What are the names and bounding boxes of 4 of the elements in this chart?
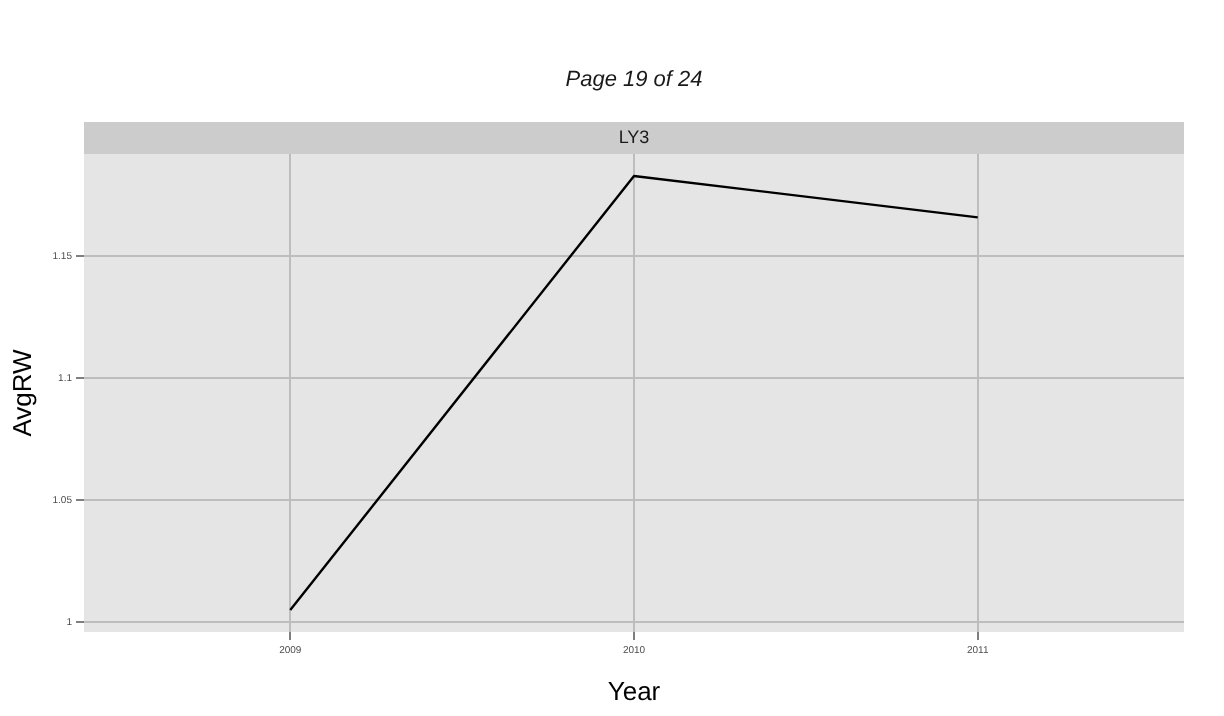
y-axis-title: AvgRW: [6, 347, 37, 437]
chart-title: Page 19 of 24: [565, 68, 703, 93]
x-axis-title: Year: [607, 675, 662, 706]
chart-subtitle: LY3: [618, 126, 650, 147]
